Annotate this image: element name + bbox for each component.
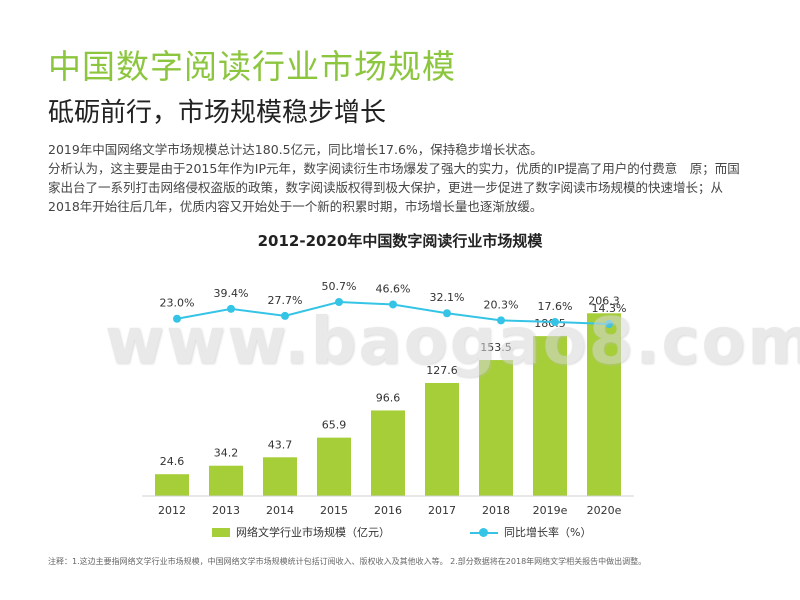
growth-point-2019e (551, 318, 559, 327)
bar-value-label: 127.6 (426, 364, 458, 377)
legend-bar-swatch (212, 527, 230, 537)
growth-value-label: 17.6% (538, 300, 573, 313)
x-tick-label: 2014 (266, 504, 294, 517)
x-tick-label: 2018 (482, 504, 510, 517)
bar-2020e (587, 313, 621, 496)
bar-2015 (317, 437, 351, 496)
bar-value-label: 43.7 (268, 438, 293, 451)
growth-value-label: 32.1% (430, 291, 465, 304)
growth-point-2017 (443, 309, 451, 318)
bar-value-label: 206.3 (588, 294, 620, 307)
bar-2016 (371, 410, 405, 496)
growth-point-2020e (605, 320, 613, 328)
growth-value-label: 20.3% (484, 298, 519, 311)
page-subtitle: 砥砺前行，市场规模稳步增长 (48, 98, 387, 128)
bar-value-label: 96.6 (376, 391, 401, 404)
growth-point-2014 (281, 311, 289, 320)
line-group: 23.0% 39.4% 27.7% 50.7% 46.6% 32.1% 20.3% 17.6%… (160, 280, 627, 328)
description-text: 2019年中国网络文学市场规模总计达180.5亿元，同比增长17.6%，保持稳步… (48, 140, 748, 216)
x-tick-label: 2013 (212, 504, 240, 517)
bar-value-label: 153.5 (480, 341, 512, 354)
x-tick-label: 2017 (428, 504, 456, 517)
description-line-2: 分析认为，这主要是由于2015年作为IP元年，数字阅读衍生市场爆发了强大的实力，… (48, 161, 740, 214)
growth-point-2018 (497, 316, 505, 325)
page-title: 中国数字阅读行业市场规模 (48, 47, 456, 86)
growth-point-2013 (227, 304, 235, 313)
legend-line-label: 同比增长率（%） (504, 526, 592, 539)
growth-value-label: 46.6% (376, 282, 411, 295)
watermark: www.baogao8.com (105, 305, 800, 379)
growth-point-2016 (389, 300, 397, 309)
x-tick-label: 2015 (320, 504, 348, 517)
bar-value-label: 65.9 (322, 419, 347, 432)
chart-title: 2012-2020年中国数字阅读行业市场规模 (257, 232, 543, 250)
x-tick-label: 2020e (587, 504, 622, 517)
bar-2018 (479, 360, 513, 496)
bar-2014 (263, 457, 297, 496)
x-tick-label: 2019e (533, 504, 568, 517)
bar-2019e (533, 336, 567, 496)
growth-value-label: 23.0% (160, 297, 195, 310)
x-tick-label: 2012 (158, 504, 186, 517)
bar-value-label: 34.2 (214, 447, 239, 460)
footnote: 注释：1.这边主要指网络文学行业市场规模，中国网络文学市场规模统计包括订阅收入、… (48, 557, 647, 566)
growth-point-2015 (335, 298, 343, 306)
bar-2013 (209, 465, 243, 496)
bar-2017 (425, 382, 459, 496)
legend-line-swatch (470, 527, 498, 537)
x-axis: 2012 2013 2014 2015 2016 2017 2018 2019e 2020e (142, 495, 634, 517)
growth-value-label: 27.7% (268, 294, 303, 307)
legend-item-bar: 网络文学行业市场规模（亿元） (212, 524, 390, 540)
bar-2012 (155, 474, 189, 496)
growth-point-2012 (173, 314, 181, 323)
legend-item-line: 同比增长率（%） (470, 524, 591, 540)
description-line-1: 2019年中国网络文学市场规模总计达180.5亿元，同比增长17.6%，保持稳步… (48, 142, 543, 157)
growth-value-label: 50.7% (322, 280, 357, 293)
x-tick-label: 2016 (374, 504, 402, 517)
growth-value-label: 14.3% (592, 302, 627, 315)
legend-bar-label: 网络文学行业市场规模（亿元） (236, 526, 390, 539)
bar-value-label: 24.6 (160, 455, 185, 468)
growth-value-label: 39.4% (214, 287, 249, 300)
